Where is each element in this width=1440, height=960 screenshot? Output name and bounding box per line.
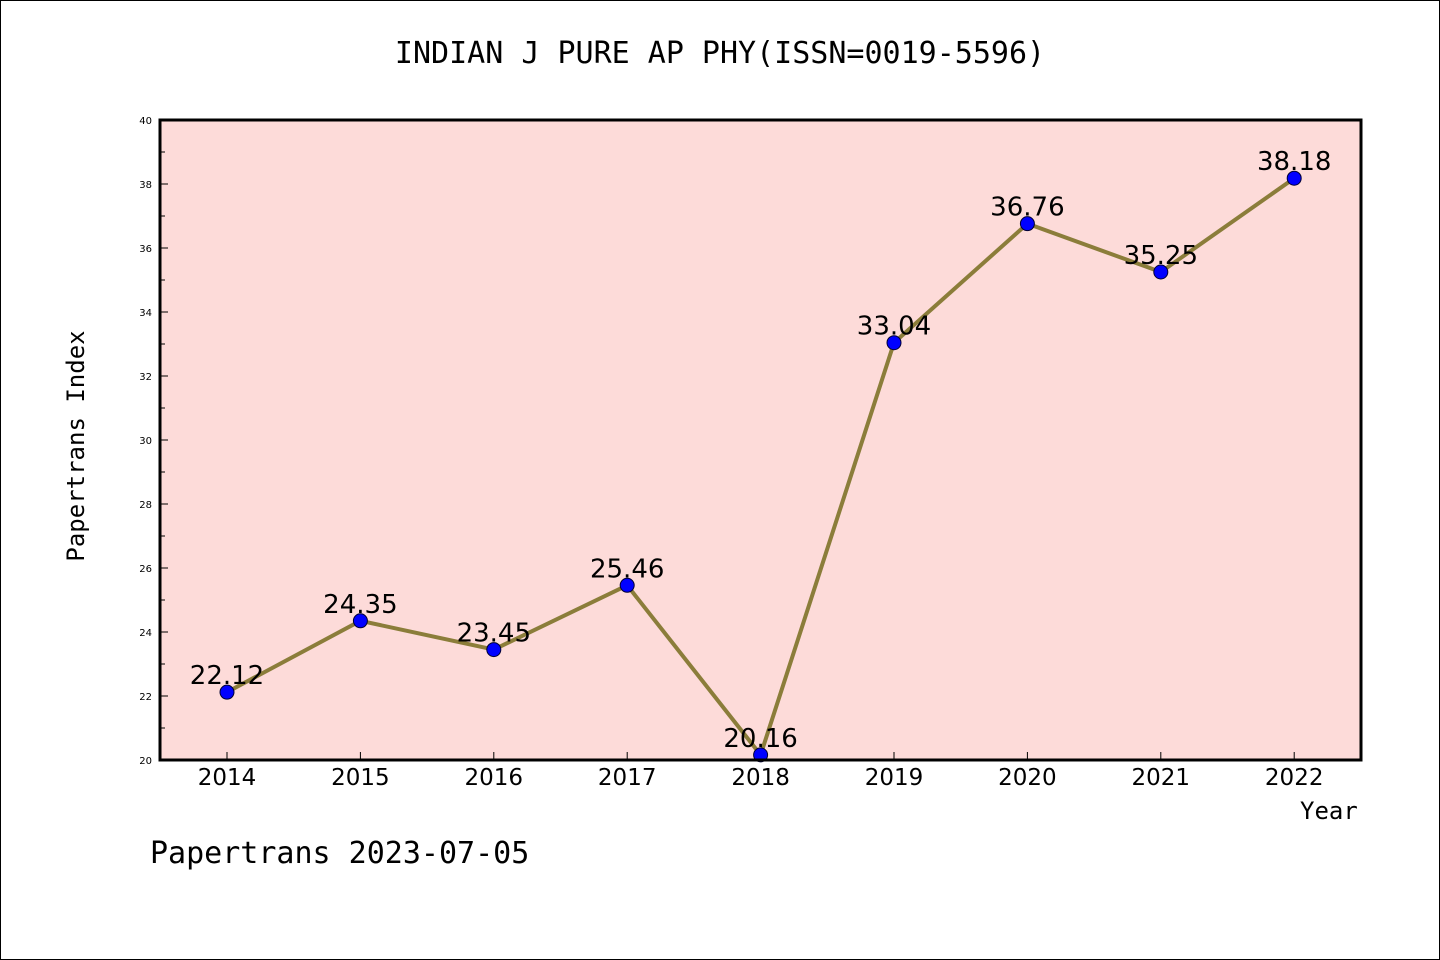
x-tick-label: 2021 <box>1132 765 1191 791</box>
y-tick-label: 36 <box>139 244 152 255</box>
data-label: 24.35 <box>323 590 397 620</box>
x-axis-label: Year <box>1300 797 1358 825</box>
y-tick-label: 40 <box>139 116 152 127</box>
y-tick-label: 30 <box>139 436 152 447</box>
data-labels: 22.12 24.35 23.45 25.46 20.16 33.04 36.76 35.25… <box>190 147 1332 754</box>
data-label: 22.12 <box>190 661 264 691</box>
data-label: 35.25 <box>1124 241 1198 271</box>
y-tick-label: 28 <box>139 500 152 511</box>
data-point <box>352 613 368 629</box>
y-tick-label: 22 <box>139 692 152 703</box>
data-point <box>1153 264 1169 280</box>
plot-border <box>158 118 1363 762</box>
x-tick-label: 2016 <box>465 765 524 791</box>
data-label: 38.18 <box>1257 147 1331 177</box>
data-point <box>619 577 635 593</box>
data-label: 20.16 <box>723 724 797 754</box>
data-label: 36.76 <box>990 193 1064 223</box>
x-tick-label: 2018 <box>731 765 790 791</box>
y-tick-label: 32 <box>139 372 152 383</box>
data-point <box>486 642 502 658</box>
y-tick-label: 24 <box>139 628 152 639</box>
data-point <box>886 335 902 351</box>
data-point <box>753 747 769 763</box>
y-tick-label: 38 <box>139 180 152 191</box>
data-markers <box>219 170 1302 763</box>
x-axis: 2014 2015 2016 2017 2018 2019 2020 2021 2022 <box>198 752 1324 791</box>
data-point <box>219 684 235 700</box>
y-tick-label: 20 <box>139 756 152 767</box>
x-tick-label: 2015 <box>331 765 390 791</box>
plot-area <box>160 120 1361 760</box>
data-label: 33.04 <box>857 312 931 342</box>
x-tick-label: 2019 <box>865 765 924 791</box>
y-tick-label: 26 <box>139 564 152 575</box>
x-tick-label: 2014 <box>198 765 257 791</box>
x-tick-label: 2020 <box>998 765 1057 791</box>
data-label: 25.46 <box>590 554 664 584</box>
data-point <box>1286 170 1302 186</box>
data-label: 23.45 <box>457 619 531 649</box>
y-tick-label: 34 <box>139 308 152 319</box>
x-tick-label: 2022 <box>1265 765 1324 791</box>
data-point <box>1019 216 1035 232</box>
footer-credit: Papertrans 2023-07-05 <box>150 836 530 871</box>
x-tick-label: 2017 <box>598 765 657 791</box>
chart-title: INDIAN J PURE AP PHY(ISSN=0019-5596) <box>394 36 1046 71</box>
